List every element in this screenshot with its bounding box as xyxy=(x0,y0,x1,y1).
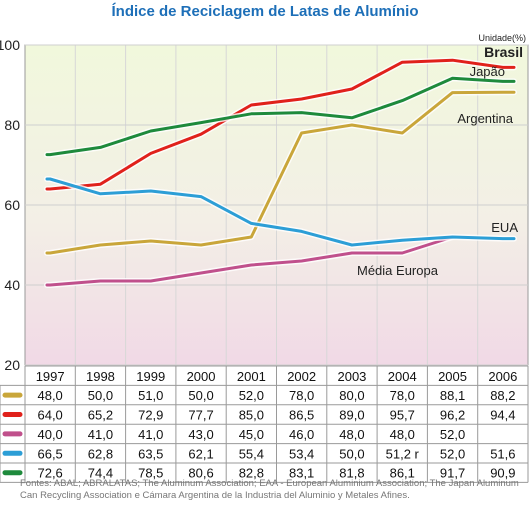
series-label: Brasil xyxy=(484,44,523,60)
table-cell: 78,0 xyxy=(289,388,314,403)
series-line xyxy=(45,58,516,191)
table-cell: 46,0 xyxy=(289,427,314,442)
table-cell: 74,4 xyxy=(88,466,113,481)
x-tick-label: 1998 xyxy=(86,369,115,384)
table-cell: 66,5 xyxy=(37,446,62,461)
table-cell: 72,6 xyxy=(37,466,62,481)
table-cell: 83,1 xyxy=(289,466,314,481)
table-cell: 96,2 xyxy=(440,408,465,423)
series-line xyxy=(45,235,454,287)
x-tick-label: 1999 xyxy=(136,369,165,384)
table-cell: 48,0 xyxy=(37,388,62,403)
table-cell: 81,8 xyxy=(339,466,364,481)
chart-title: Índice de Reciclagem de Latas de Alumíni… xyxy=(111,3,419,20)
table-cell: 62,8 xyxy=(88,446,113,461)
table-cell: 53,4 xyxy=(289,446,314,461)
unit-label: Unidade(%) xyxy=(478,33,526,43)
table-cell: 50,0 xyxy=(188,388,213,403)
series-label: EUA xyxy=(491,220,518,235)
table-cell: 82,8 xyxy=(239,466,264,481)
source-note: Fontes: ABAL; ABRALATAS; The Aluminum As… xyxy=(20,478,519,501)
table-cell: 48,0 xyxy=(339,427,364,442)
y-tick-label: 60 xyxy=(4,197,20,213)
table-cell: 41,0 xyxy=(88,427,113,442)
table-cell: 50,0 xyxy=(339,446,364,461)
table-cell: 52,0 xyxy=(440,446,465,461)
series-label: Argentina xyxy=(457,111,513,126)
table-cell: 86,5 xyxy=(289,408,314,423)
y-tick-label: 40 xyxy=(4,277,20,293)
series-label: Média Europa xyxy=(357,263,439,278)
table-cell: 55,4 xyxy=(239,446,264,461)
table-cell: 95,7 xyxy=(390,408,415,423)
x-tick-label: 2006 xyxy=(488,369,517,384)
table-cell: 88,2 xyxy=(490,388,515,403)
x-tick-label: 1997 xyxy=(36,369,65,384)
y-tick-label: 100 xyxy=(0,37,20,53)
table-cell: 80,0 xyxy=(339,388,364,403)
table-cell: 91,7 xyxy=(440,466,465,481)
table-cell: 86,1 xyxy=(390,466,415,481)
table-cell: 62,1 xyxy=(188,446,213,461)
table-cell: 78,5 xyxy=(138,466,163,481)
table-cell: 50,0 xyxy=(88,388,113,403)
x-tick-label: 2005 xyxy=(438,369,467,384)
table-cell: 41,0 xyxy=(138,427,163,442)
x-tick-label: 2000 xyxy=(187,369,216,384)
table-cell: 43,0 xyxy=(188,427,213,442)
table-cell: 64,0 xyxy=(37,408,62,423)
table-cell: 78,0 xyxy=(390,388,415,403)
x-tick-label: 2002 xyxy=(287,369,316,384)
table-cell: 88,1 xyxy=(440,388,465,403)
table-cell: 52,0 xyxy=(239,388,264,403)
table-cell: 85,0 xyxy=(239,408,264,423)
y-tick-label: 80 xyxy=(4,117,20,133)
table-cell: 89,0 xyxy=(339,408,364,423)
series-line xyxy=(45,76,516,157)
table-cell: 80,6 xyxy=(188,466,213,481)
x-tick-label: 2003 xyxy=(337,369,366,384)
table-cell: 40,0 xyxy=(37,427,62,442)
x-tick-label: 2001 xyxy=(237,369,266,384)
table-cell: 48,0 xyxy=(390,427,415,442)
table-cell: 45,0 xyxy=(239,427,264,442)
table-cell: 90,9 xyxy=(490,466,515,481)
table-cell: 51,6 xyxy=(490,446,515,461)
table-cell: 77,7 xyxy=(188,408,213,423)
y-tick-label: 20 xyxy=(4,357,20,373)
table-cell: 63,5 xyxy=(138,446,163,461)
series-line xyxy=(45,90,516,255)
table-cell: 51,0 xyxy=(138,388,163,403)
table-cell: 65,2 xyxy=(88,408,113,423)
series-label: Japão xyxy=(470,64,505,79)
x-tick-label: 2004 xyxy=(388,369,417,384)
table-cell: 94,4 xyxy=(490,408,515,423)
series-line xyxy=(45,177,516,247)
table-cell: 52,0 xyxy=(440,427,465,442)
table-cell: 72,9 xyxy=(138,408,163,423)
table-cell: 51,2 r xyxy=(386,446,420,461)
